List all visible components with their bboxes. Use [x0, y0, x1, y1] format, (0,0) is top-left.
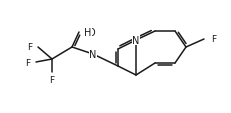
- Text: F: F: [211, 35, 216, 44]
- Text: F: F: [49, 76, 55, 85]
- Text: F: F: [27, 43, 32, 52]
- Text: H: H: [84, 28, 91, 38]
- Text: O: O: [87, 28, 95, 38]
- Text: N: N: [132, 36, 140, 46]
- Text: N: N: [89, 50, 97, 59]
- Text: F: F: [25, 58, 30, 67]
